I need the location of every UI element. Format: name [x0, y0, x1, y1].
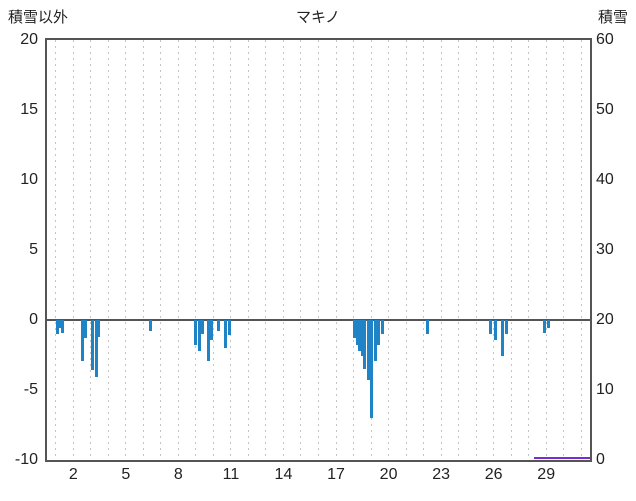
- right-axis-title: 積雪: [597, 9, 628, 26]
- day-gridline: [72, 40, 74, 460]
- left-axis-tick-label: 0: [29, 311, 38, 328]
- precip-bar: [360, 320, 364, 357]
- day-gridline: [125, 40, 127, 460]
- day-gridline: [458, 40, 460, 460]
- precip-bar: [91, 320, 95, 371]
- precip-bar: [542, 320, 546, 333]
- chart-title: マキノ: [296, 9, 340, 26]
- left-axis-tick-label: -5: [23, 381, 38, 398]
- x-axis-tick-label: 29: [537, 466, 556, 483]
- day-gridline: [247, 40, 249, 460]
- day-gridline: [300, 40, 302, 460]
- precip-bar: [352, 320, 356, 339]
- day-gridline: [510, 40, 512, 460]
- day-gridline: [55, 40, 57, 460]
- day-gridline: [388, 40, 390, 460]
- precip-bar: [206, 320, 210, 361]
- left-axis-tick-label: 15: [20, 101, 38, 118]
- day-gridline: [195, 40, 197, 460]
- day-gridline: [335, 40, 337, 460]
- x-axis-tick-label: 8: [173, 466, 183, 483]
- precip-bar: [370, 320, 374, 418]
- snow-depth-line: [533, 457, 590, 459]
- precip-bar: [84, 320, 88, 339]
- x-axis-tick-label: 14: [274, 466, 293, 483]
- zero-line: [47, 319, 590, 321]
- precip-bar: [547, 320, 551, 329]
- precip-bar: [224, 320, 228, 348]
- precip-bar: [148, 320, 152, 332]
- left-axis-tick-label: 20: [20, 31, 38, 48]
- day-gridline: [475, 40, 477, 460]
- precip-bar: [373, 320, 377, 361]
- left-axis-title: 積雪以外: [8, 9, 69, 26]
- day-gridline: [318, 40, 319, 460]
- precip-bar: [61, 320, 65, 333]
- precip-bar: [380, 320, 384, 334]
- x-axis-tick-label: 26: [484, 466, 503, 483]
- day-gridline: [493, 40, 495, 460]
- precip-bar: [97, 320, 101, 337]
- right-axis-tick-label: 40: [596, 171, 614, 188]
- right-axis-tick-label: 10: [596, 381, 614, 398]
- day-gridline: [265, 40, 267, 460]
- x-axis-tick-label: 2: [68, 466, 78, 483]
- precip-bar: [201, 320, 205, 334]
- precip-bar: [358, 320, 362, 351]
- precip-bar: [227, 320, 231, 336]
- precip-bar: [355, 320, 359, 346]
- day-gridline: [423, 40, 425, 460]
- right-axis-tick-label: 0: [596, 451, 605, 468]
- precip-bar: [197, 320, 201, 351]
- precip-bar: [217, 320, 221, 332]
- day-gridline: [440, 40, 442, 460]
- day-gridline: [160, 40, 162, 460]
- day-gridline: [230, 40, 232, 460]
- day-gridline: [90, 40, 92, 460]
- precip-bar: [94, 320, 98, 378]
- right-axis-tick-label: 60: [596, 31, 614, 48]
- precip-bar: [366, 320, 370, 381]
- left-axis-tick-label: -10: [14, 451, 38, 468]
- x-axis-tick-label: 5: [121, 466, 131, 483]
- day-gridline: [545, 40, 547, 460]
- precip-bar: [500, 320, 504, 357]
- day-gridline: [405, 40, 407, 460]
- precip-bar: [493, 320, 497, 340]
- precip-bar: [363, 320, 367, 369]
- right-axis-tick-label: 20: [596, 311, 614, 328]
- left-axis-tick-label: 10: [20, 171, 38, 188]
- precip-bar: [81, 320, 85, 361]
- x-axis-tick-label: 23: [432, 466, 451, 483]
- day-gridline: [563, 40, 565, 460]
- precip-bar: [194, 320, 198, 346]
- precip-bar: [56, 320, 59, 334]
- precip-bar: [377, 320, 381, 346]
- right-axis-tick-label: 50: [596, 101, 614, 118]
- day-gridline: [212, 40, 214, 460]
- day-gridline: [580, 40, 582, 460]
- day-gridline: [528, 40, 530, 460]
- x-axis-tick-label: 17: [327, 466, 345, 483]
- plot-area: [45, 38, 592, 462]
- day-gridline: [177, 40, 179, 460]
- x-axis-tick-label: 11: [222, 466, 240, 483]
- day-gridline: [282, 40, 284, 460]
- left-axis-tick-label: 5: [29, 241, 38, 258]
- precip-bar: [488, 320, 492, 334]
- right-axis-tick-label: 30: [596, 241, 614, 258]
- precip-bar: [425, 320, 429, 334]
- precip-bar: [58, 320, 62, 329]
- day-gridline: [107, 40, 109, 460]
- precip-bar: [210, 320, 214, 340]
- x-axis-tick-label: 20: [379, 466, 398, 483]
- precip-bar: [505, 320, 509, 334]
- day-gridline: [370, 40, 372, 460]
- day-gridline: [353, 40, 355, 460]
- day-gridline: [142, 40, 144, 460]
